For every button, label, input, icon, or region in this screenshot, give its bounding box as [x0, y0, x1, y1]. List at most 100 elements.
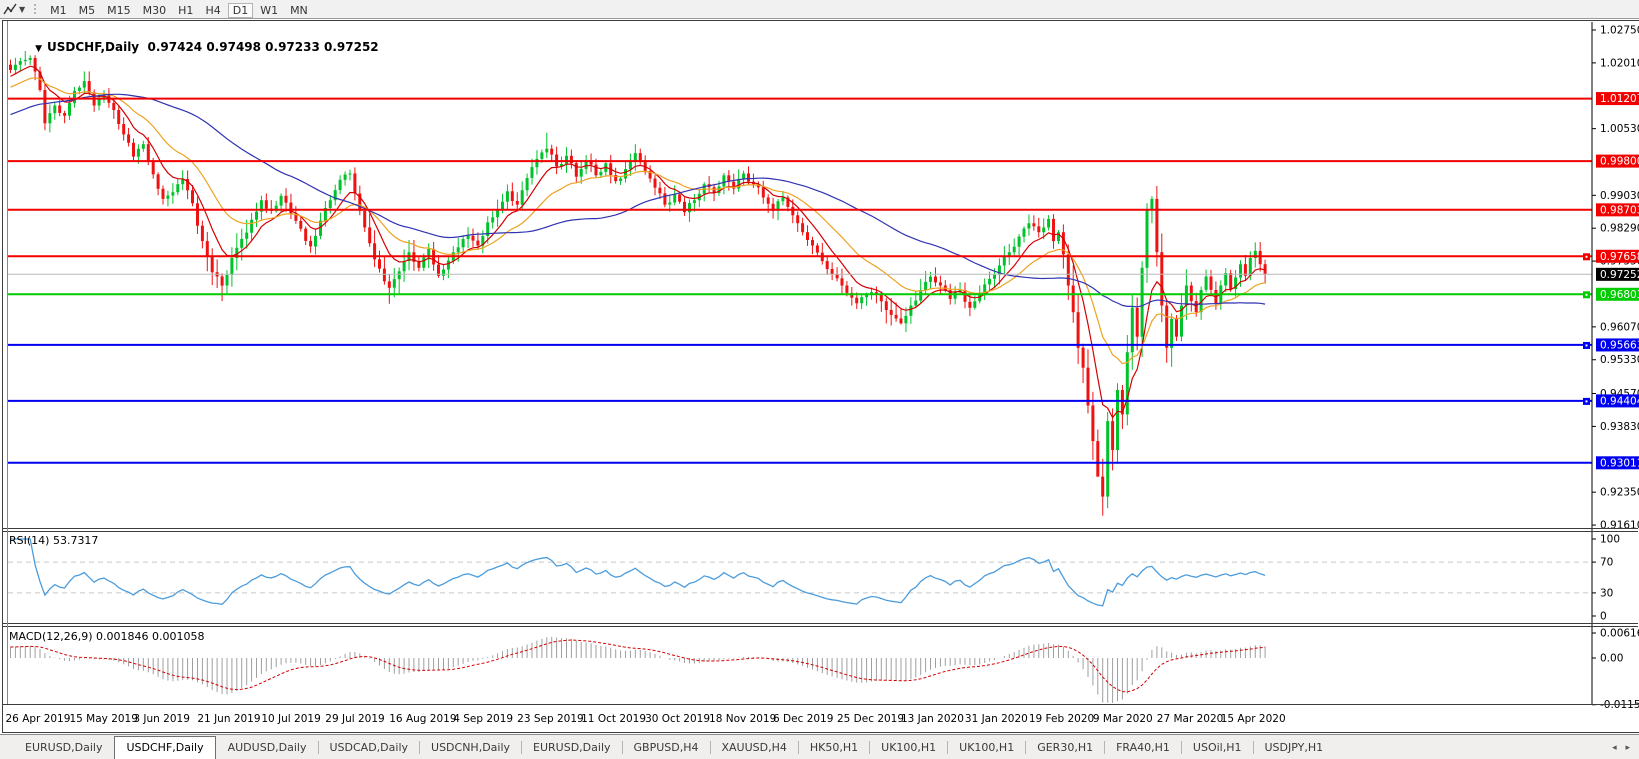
- tab-scroll-left-icon[interactable]: ◂: [1612, 743, 1617, 753]
- candle-body: [771, 203, 775, 211]
- date-label: 16 Aug 2019: [389, 713, 456, 725]
- price-axis-bg[interactable]: [1592, 20, 1639, 734]
- timeframe-button-H1[interactable]: H1: [178, 4, 194, 17]
- candle-body: [963, 290, 967, 302]
- candle-body: [387, 281, 391, 288]
- symbol-tab-XAUUSD-H4[interactable]: XAUUSD,H4: [721, 741, 787, 754]
- candle-body: [845, 285, 849, 293]
- candle-body: [796, 215, 800, 224]
- candle-body: [225, 274, 229, 286]
- candle-body: [294, 213, 298, 221]
- candle-body: [1170, 318, 1174, 348]
- chart-canvas[interactable]: 1.027501.020101.005300.990300.982900.975…: [0, 20, 1639, 734]
- candle-body: [23, 59, 27, 62]
- date-label: 26 Apr 2019: [6, 713, 71, 725]
- chevron-down-icon[interactable]: ▼: [19, 4, 26, 14]
- candle-body: [348, 173, 352, 175]
- symbol-tab-UK100-H1[interactable]: UK100,H1: [959, 741, 1015, 754]
- symbol-tab-USDJPY-H1[interactable]: USDJPY,H1: [1264, 741, 1324, 754]
- candle-body: [594, 164, 598, 176]
- candle-body: [756, 184, 760, 188]
- symbol-tab-AUDUSD-Daily[interactable]: AUDUSD,Daily: [227, 741, 307, 754]
- candle-body: [1248, 258, 1252, 276]
- symbol-tab-USDCAD-Daily[interactable]: USDCAD,Daily: [329, 741, 409, 754]
- candle-body: [1184, 285, 1188, 306]
- tab-separator: [709, 741, 711, 754]
- rsi-indicator-label: RSI(14) 53.7317: [9, 534, 99, 547]
- tab-separator: [869, 741, 871, 754]
- tab-separator: [797, 741, 799, 754]
- candle-body: [304, 228, 308, 241]
- candle-body: [501, 201, 504, 210]
- chart-tool-button[interactable]: ▼: [0, 2, 29, 16]
- timeframe-button-D1[interactable]: D1: [227, 3, 254, 18]
- symbol-tab-GBPUSD-H4[interactable]: GBPUSD,H4: [633, 741, 699, 754]
- candle-body: [146, 144, 150, 161]
- candle-body: [171, 192, 175, 196]
- candle-body: [1120, 390, 1124, 415]
- candle-body: [235, 247, 239, 258]
- candle-body: [1234, 277, 1238, 290]
- candle-body: [1086, 367, 1090, 406]
- symbol-tab-EURUSD-Daily[interactable]: EURUSD,Daily: [533, 741, 611, 754]
- toolbar-grip-handle[interactable]: [33, 2, 39, 16]
- candle-body: [648, 170, 652, 179]
- candle-body: [368, 227, 372, 244]
- candle-body: [1081, 347, 1085, 368]
- tab-scroll-right-icon[interactable]: ▸: [1625, 743, 1630, 753]
- macd-tick-label: 0.006167: [1600, 627, 1639, 639]
- candle-body: [87, 81, 91, 93]
- candle-body: [766, 197, 770, 204]
- candle-body: [437, 264, 440, 276]
- candle-body: [427, 249, 431, 258]
- symbol-tab-USDCHF-Daily[interactable]: USDCHF,Daily: [114, 736, 216, 759]
- collapse-triangle-icon[interactable]: ▼: [35, 44, 42, 54]
- candlestick-series: [9, 51, 1267, 516]
- candle-body: [476, 240, 480, 246]
- moving-average-sma50: [10, 93, 1266, 308]
- candle-body: [633, 153, 637, 163]
- candle-body: [166, 195, 170, 199]
- candle-body: [156, 174, 160, 189]
- candle-body: [1101, 476, 1105, 497]
- candle-body: [220, 276, 224, 286]
- timeframe-button-M15[interactable]: M15: [107, 4, 131, 17]
- candle-body: [279, 195, 283, 206]
- candle-body: [1229, 273, 1233, 290]
- candle-body: [186, 178, 190, 191]
- timeframe-button-M1[interactable]: M1: [50, 4, 67, 17]
- timeframe-button-M30[interactable]: M30: [142, 4, 167, 17]
- symbol-tab-GER30-H1[interactable]: GER30,H1: [1037, 741, 1094, 754]
- candle-body: [255, 211, 258, 220]
- timeframe-button-M5[interactable]: M5: [78, 4, 96, 17]
- timeframe-button-W1[interactable]: W1: [260, 4, 279, 17]
- candle-body: [43, 90, 47, 124]
- symbol-tab-FRA40-H1[interactable]: FRA40,H1: [1116, 741, 1170, 754]
- date-label: 19 Feb 2020: [1029, 713, 1094, 725]
- symbol-tab-UK100-H1[interactable]: UK100,H1: [881, 741, 937, 754]
- symbol-tab-USOil-H1[interactable]: USOil,H1: [1192, 741, 1242, 754]
- date-label: 9 Mar 2020: [1093, 713, 1153, 725]
- timeframe-button-MN[interactable]: MN: [290, 4, 308, 17]
- level-price-label-bg: [1596, 203, 1639, 217]
- candle-body: [614, 175, 618, 182]
- symbol-tab-HK50-H1[interactable]: HK50,H1: [809, 741, 859, 754]
- level-price-label-bg: [1596, 287, 1639, 301]
- candle-body: [181, 178, 185, 185]
- candle-body: [1199, 290, 1203, 313]
- candle-body: [323, 208, 327, 221]
- symbol-tab-bar: EURUSD,Daily USDCHF,Daily AUDUSD,Daily USDC…: [0, 734, 1639, 759]
- candle-body: [274, 205, 278, 211]
- candle-body: [1061, 232, 1065, 255]
- symbol-tab-USDCNH-Daily[interactable]: USDCNH,Daily: [431, 741, 511, 754]
- tab-separator: [1180, 741, 1182, 754]
- timeframe-button-H4[interactable]: H4: [205, 4, 221, 17]
- chart-bg: [0, 20, 1639, 734]
- tab-separator: [419, 741, 421, 754]
- candle-body: [1150, 198, 1154, 210]
- candle-body: [1017, 236, 1021, 247]
- candle-body: [373, 243, 377, 260]
- current-price-label-bg: [1596, 267, 1639, 281]
- candle-body: [1180, 305, 1183, 337]
- symbol-tab-EURUSD-Daily[interactable]: EURUSD,Daily: [25, 741, 103, 754]
